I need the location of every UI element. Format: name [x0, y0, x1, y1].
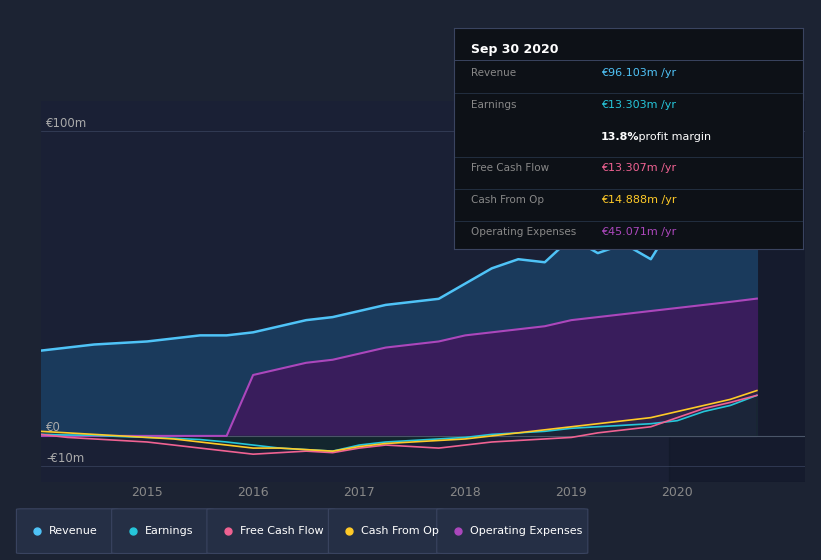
Text: Earnings: Earnings — [471, 100, 517, 110]
Text: €45.071m /yr: €45.071m /yr — [601, 227, 676, 237]
Text: Free Cash Flow: Free Cash Flow — [240, 526, 323, 535]
Text: Revenue: Revenue — [471, 68, 516, 78]
Text: Free Cash Flow: Free Cash Flow — [471, 164, 549, 174]
Text: 13.8%: 13.8% — [601, 132, 639, 142]
Bar — [669, 101, 815, 482]
Text: €13.303m /yr: €13.303m /yr — [601, 100, 676, 110]
Text: €96.103m /yr: €96.103m /yr — [601, 68, 676, 78]
FancyBboxPatch shape — [207, 509, 335, 553]
FancyBboxPatch shape — [437, 509, 588, 553]
Text: Earnings: Earnings — [144, 526, 193, 535]
FancyBboxPatch shape — [16, 509, 118, 553]
Text: Revenue: Revenue — [49, 526, 98, 535]
Text: profit margin: profit margin — [635, 132, 712, 142]
FancyBboxPatch shape — [112, 509, 213, 553]
Text: Operating Expenses: Operating Expenses — [470, 526, 582, 535]
Text: Sep 30 2020: Sep 30 2020 — [471, 44, 559, 57]
Text: €0: €0 — [46, 421, 62, 435]
Text: €100m: €100m — [46, 116, 88, 130]
Text: Cash From Op: Cash From Op — [361, 526, 439, 535]
Text: Operating Expenses: Operating Expenses — [471, 227, 576, 237]
Text: -€10m: -€10m — [46, 452, 85, 465]
Text: €13.307m /yr: €13.307m /yr — [601, 164, 676, 174]
Text: €14.888m /yr: €14.888m /yr — [601, 195, 676, 205]
FancyBboxPatch shape — [328, 509, 443, 553]
Text: Cash From Op: Cash From Op — [471, 195, 544, 205]
